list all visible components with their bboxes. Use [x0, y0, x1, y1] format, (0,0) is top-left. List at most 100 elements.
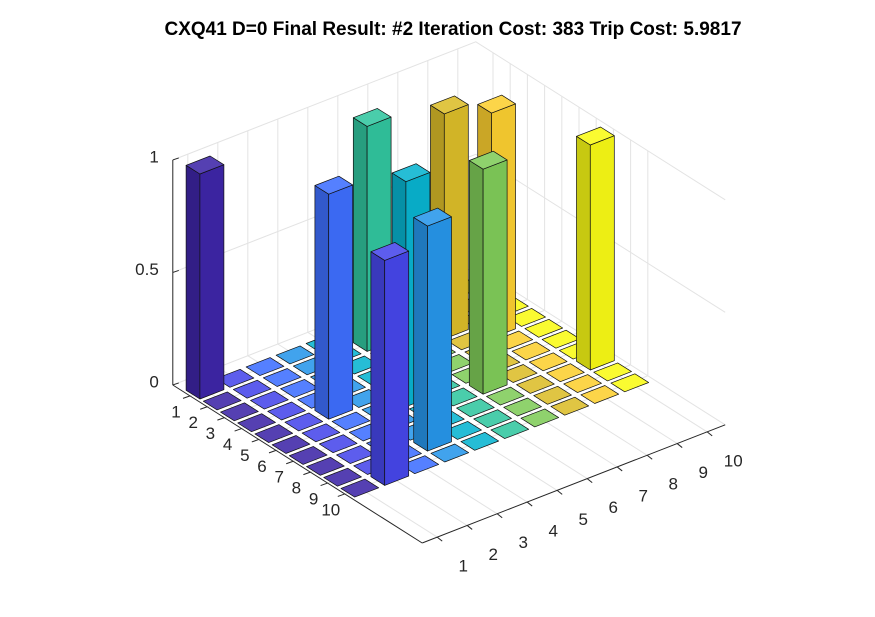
bar-side	[370, 251, 386, 486]
bar-top	[477, 94, 516, 114]
x-tick-label: 2	[488, 545, 497, 564]
bar-top	[610, 373, 650, 393]
bar-top	[391, 163, 431, 183]
bar-side	[468, 160, 484, 395]
bar-side	[576, 135, 591, 371]
bar-top	[533, 385, 572, 405]
bar	[250, 390, 289, 410]
bar-top	[528, 352, 568, 372]
bar-top	[593, 362, 632, 382]
bar-top	[267, 401, 306, 421]
bar	[511, 341, 551, 361]
bar	[550, 396, 590, 416]
bar-top	[323, 467, 362, 487]
y-tick	[286, 460, 294, 465]
bar	[306, 456, 345, 476]
y-tick	[268, 449, 277, 454]
bar-top	[331, 411, 371, 431]
bar-top	[370, 242, 410, 261]
bar	[524, 318, 564, 338]
bar-top	[400, 455, 440, 475]
x-tick-label: 4	[548, 522, 557, 541]
bar	[288, 446, 328, 465]
bar	[533, 385, 572, 405]
bar-top	[456, 398, 495, 418]
grid-line	[172, 41, 726, 201]
x-tick-label: 6	[608, 498, 617, 517]
bar	[400, 455, 440, 475]
bar-top	[580, 385, 620, 404]
bar-top	[245, 357, 285, 376]
bar-top	[306, 456, 345, 476]
x-tick-label: 9	[698, 463, 707, 482]
bar	[185, 155, 225, 400]
bar-top	[288, 446, 328, 465]
bar-front	[589, 135, 615, 371]
bar-top	[220, 402, 259, 422]
bar	[318, 434, 358, 454]
bar-top	[516, 375, 555, 394]
bar	[331, 411, 371, 431]
y-tick	[337, 493, 345, 497]
bar	[254, 424, 294, 443]
bar	[498, 364, 538, 383]
y-tick	[200, 406, 208, 410]
x-tick	[616, 466, 623, 472]
bar-top	[254, 424, 294, 443]
bar-top	[576, 126, 615, 146]
y-tick-label: 7	[274, 468, 283, 487]
bar-top	[511, 341, 551, 361]
bar-top	[202, 391, 242, 411]
bar-top	[443, 421, 482, 440]
x-tick	[586, 478, 593, 484]
bar-top	[271, 435, 311, 454]
z-tick	[172, 382, 179, 386]
bar	[468, 150, 508, 395]
bar	[370, 242, 410, 486]
bar	[460, 431, 500, 451]
bar-front	[328, 184, 354, 420]
bar-front	[199, 164, 225, 400]
x-tick-label: 8	[668, 475, 677, 494]
z-tick-label: 1	[149, 147, 158, 166]
y-tick-label: 2	[188, 413, 197, 432]
bar	[237, 413, 276, 433]
bar	[490, 420, 530, 439]
x-tick	[436, 536, 443, 542]
y-tick	[251, 438, 259, 443]
bar	[413, 207, 452, 452]
bar-top	[237, 413, 276, 433]
bar	[271, 435, 311, 454]
x-tick-label: 10	[724, 451, 743, 470]
bar	[516, 375, 555, 394]
bar-side	[413, 217, 428, 452]
bar	[202, 391, 242, 411]
y-tick-label: 3	[206, 424, 215, 443]
bar	[245, 357, 285, 376]
bar-top	[460, 431, 500, 451]
y-axis	[172, 384, 423, 544]
bar	[473, 409, 512, 429]
bar	[503, 397, 542, 417]
x-tick	[646, 454, 653, 460]
bar-top	[250, 390, 289, 410]
bar-top	[468, 150, 508, 170]
x-tick-label: 5	[578, 510, 587, 529]
grid-line	[172, 153, 726, 313]
z-tick	[172, 269, 179, 273]
bar-side	[185, 164, 201, 400]
y-tick	[217, 417, 225, 421]
x-tick	[496, 513, 503, 519]
bar-side	[352, 117, 368, 352]
bar	[323, 467, 362, 487]
chart-title: CXQ41 D=0 Final Result: #2 Iteration Cos…	[164, 19, 741, 40]
bar	[563, 374, 602, 393]
bar-top	[546, 363, 585, 383]
bar	[528, 352, 568, 372]
y-tick	[234, 428, 242, 432]
bar	[580, 385, 620, 404]
bar-top	[520, 408, 560, 428]
bar-top	[430, 443, 470, 463]
bar-top	[318, 434, 358, 454]
